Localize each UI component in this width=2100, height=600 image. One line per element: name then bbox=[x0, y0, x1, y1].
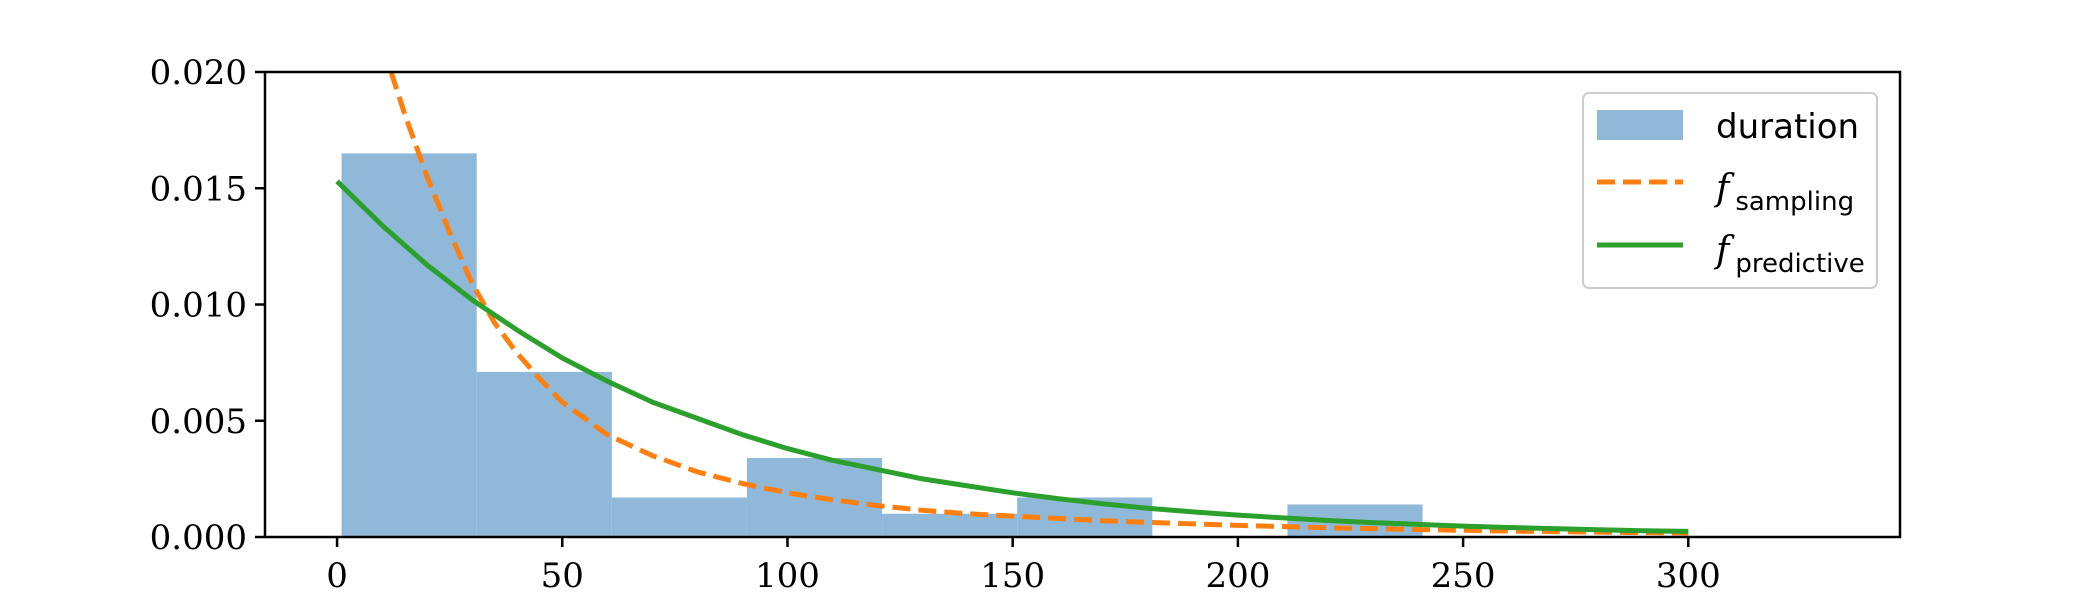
predictive-curve bbox=[335, 179, 1689, 534]
sampling-curve bbox=[388, 72, 1689, 536]
legend: duration f sampling f predictive bbox=[1582, 92, 1878, 289]
y-tick-label: 0.015 bbox=[150, 169, 247, 209]
x-tick-label: 200 bbox=[1205, 556, 1270, 596]
x-tick-label: 50 bbox=[541, 556, 584, 596]
density-curves bbox=[335, 72, 1689, 536]
x-tick-label: 300 bbox=[1656, 556, 1721, 596]
histogram-bar bbox=[611, 497, 747, 537]
legend-swatch-duration bbox=[1597, 110, 1683, 140]
y-tick-label: 0.000 bbox=[150, 518, 247, 558]
x-tick-label: 100 bbox=[755, 556, 820, 596]
y-tick-label: 0.005 bbox=[150, 402, 247, 442]
ticks: 0 50 100 150 200 250 300 0.000 0.005 0.010 0.015 0.… bbox=[150, 53, 1721, 596]
histogram-bar bbox=[341, 153, 477, 537]
legend-label-duration: duration bbox=[1716, 107, 1859, 147]
legend-label-sampling-sub: sampling bbox=[1735, 187, 1854, 217]
histogram-bar bbox=[476, 371, 612, 537]
legend-box bbox=[1582, 92, 1878, 289]
x-tick-label: 150 bbox=[980, 556, 1045, 596]
x-tick-label: 0 bbox=[326, 556, 348, 596]
histogram-bar bbox=[746, 457, 883, 537]
y-tick-label: 0.020 bbox=[150, 53, 247, 93]
histogram-bar bbox=[882, 513, 1018, 537]
x-tick-label: 250 bbox=[1431, 556, 1496, 596]
y-tick-label: 0.010 bbox=[150, 286, 247, 326]
histogram bbox=[341, 153, 1423, 537]
legend-label-predictive-sub: predictive bbox=[1735, 249, 1864, 279]
